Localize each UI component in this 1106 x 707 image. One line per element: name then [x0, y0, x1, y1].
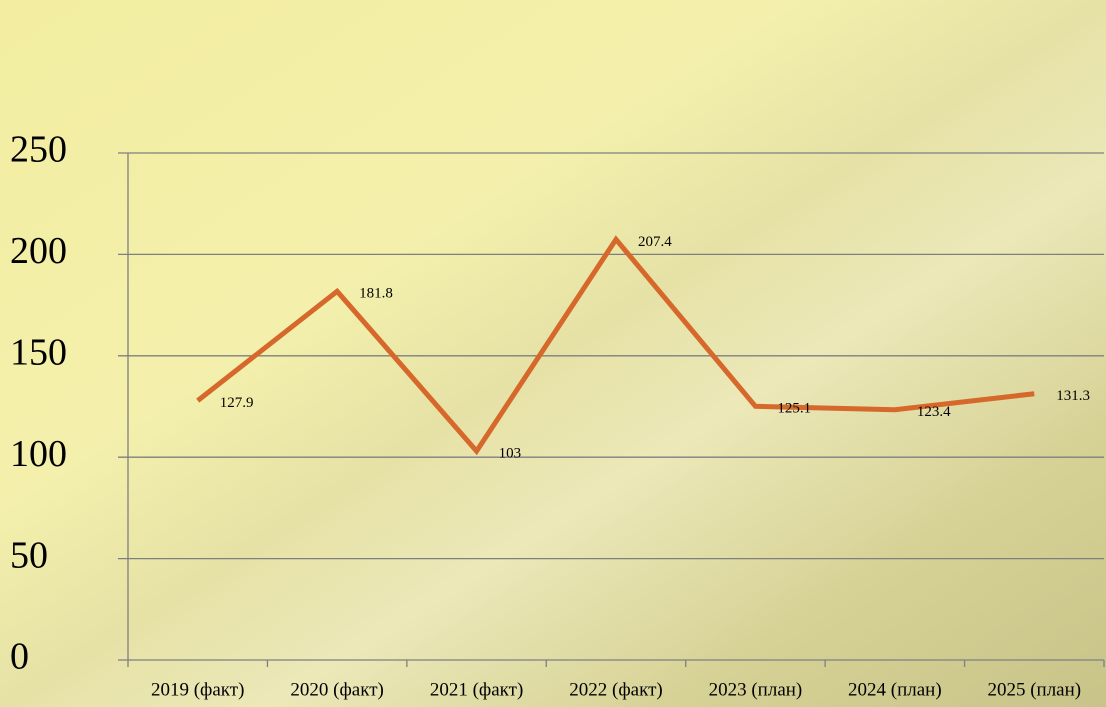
data-label: 131.3	[1056, 388, 1090, 404]
data-label: 181.8	[359, 286, 393, 302]
data-label: 127.9	[220, 395, 254, 411]
y-tick-label: 150	[10, 332, 67, 374]
x-tick-label: 2019 (факт)	[151, 679, 244, 700]
x-tick-label: 2024 (план)	[848, 679, 942, 700]
y-tick-label: 0	[10, 636, 29, 678]
y-tick-label: 200	[10, 230, 67, 272]
plot-area: 0 50 100 150 200 250 127.9 181.8 103 207.4 125.1 12…	[10, 129, 1105, 700]
data-label: 125.1	[777, 401, 811, 417]
x-tick-label: 2023 (план)	[709, 679, 803, 700]
y-tick-label: 250	[10, 129, 67, 171]
y-tick-label: 100	[10, 433, 67, 475]
data-label: 103	[499, 446, 521, 462]
data-label: 123.4	[917, 404, 951, 420]
x-tick-label: 2021 (факт)	[430, 679, 523, 700]
x-tick-label: 2022 (факт)	[569, 679, 662, 700]
x-tick-label: 2020 (факт)	[290, 679, 383, 700]
x-tick-label: 2025 (план)	[987, 679, 1081, 700]
y-tick-label: 50	[10, 534, 48, 576]
data-label: 207.4	[638, 234, 672, 250]
data-line	[196, 235, 1035, 456]
